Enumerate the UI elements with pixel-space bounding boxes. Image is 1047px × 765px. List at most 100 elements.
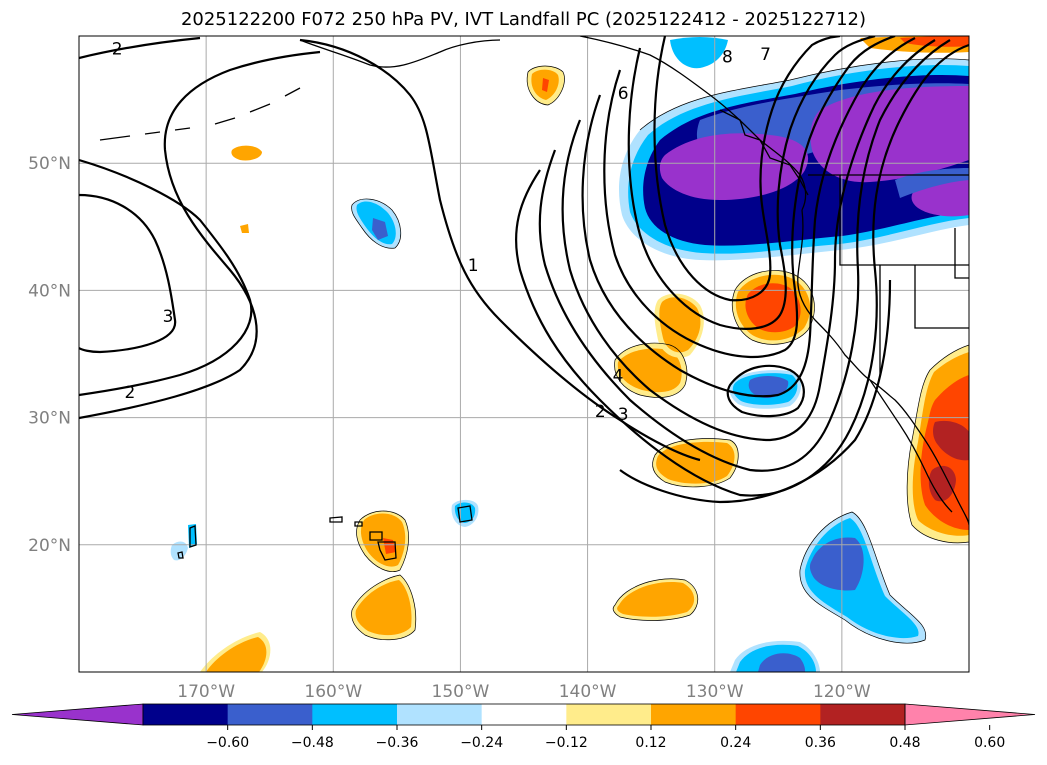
pv-contour-label: 6 bbox=[618, 84, 629, 104]
colorbar-segment bbox=[143, 704, 229, 725]
colorbar-segment bbox=[312, 704, 398, 725]
colorbar-tick-label: 0.24 bbox=[720, 735, 751, 751]
ivt-positive-small bbox=[240, 224, 249, 233]
colorbar-tick-label: 0.60 bbox=[974, 735, 1005, 751]
longitude-label: 150°W bbox=[432, 682, 490, 702]
ivt-negative-nw bbox=[659, 133, 809, 200]
ivt-outline bbox=[526, 65, 565, 106]
colorbar-segment bbox=[397, 704, 483, 725]
colorbar-tick-label: −0.48 bbox=[291, 735, 334, 751]
pv-contour-7 bbox=[627, 36, 876, 330]
ivt-negative-small bbox=[372, 218, 388, 240]
coastline-us-west bbox=[797, 209, 969, 526]
ivt-shading bbox=[170, 36, 969, 672]
colorbar-segment bbox=[481, 704, 567, 725]
colorbar-segment bbox=[566, 704, 652, 725]
colorbar-segment bbox=[820, 704, 906, 725]
coastline-hawaii bbox=[329, 516, 397, 561]
ivt-outline bbox=[614, 342, 688, 398]
coastline-baja bbox=[869, 379, 953, 513]
coastline-alaska bbox=[299, 36, 807, 211]
pv-contour-6 bbox=[603, 36, 896, 358]
pv-contour-8 bbox=[653, 36, 841, 302]
ivt-positive-offshore bbox=[617, 582, 695, 617]
coastline-island bbox=[177, 525, 197, 559]
pv-contour-label: 2 bbox=[595, 402, 606, 422]
latitude-labels: 50°N 40°N 30°N 20°N bbox=[28, 154, 71, 556]
longitude-label: 120°W bbox=[813, 682, 871, 702]
pv-contour-3-west bbox=[79, 193, 177, 354]
ivt-positive-mexico bbox=[928, 465, 956, 502]
colorbar-outline bbox=[142, 703, 906, 726]
coastline-bc bbox=[719, 109, 809, 196]
longitude-label: 160°W bbox=[304, 682, 362, 702]
latitude-label: 40°N bbox=[28, 281, 71, 301]
ivt-outline bbox=[612, 578, 698, 621]
pv-contour-2-mid bbox=[79, 50, 321, 420]
ivt-outline bbox=[351, 198, 401, 249]
colorbar-segment bbox=[651, 704, 737, 725]
ivt-negative-offshore bbox=[758, 653, 806, 672]
ivt-positive-hawaii bbox=[360, 513, 406, 567]
ivt-outline bbox=[356, 510, 409, 572]
ivt-outline bbox=[799, 511, 927, 644]
ivt-positive-offshore bbox=[659, 297, 701, 353]
pv-contour-label: 7 bbox=[760, 45, 771, 65]
ivt-outline bbox=[731, 270, 815, 345]
pv-contour-label: 8 bbox=[722, 47, 733, 67]
colorbar-tick-label: −0.60 bbox=[206, 735, 249, 751]
pv-contour-label: 4 bbox=[613, 367, 624, 387]
border-states bbox=[839, 175, 969, 375]
colorbar-segment bbox=[735, 704, 821, 725]
colorbar-tick-label: −0.36 bbox=[376, 735, 419, 751]
colorbar: −0.60 −0.48 −0.36 −0.24 −0.12 0.12 0.24 0.36 0.4… bbox=[11, 703, 1036, 751]
colorbar-tick-label: −0.12 bbox=[545, 735, 588, 751]
coastline-aleutians bbox=[99, 87, 301, 141]
longitude-labels: 170°W 160°W 150°W 140°W 130°W 120°W bbox=[177, 682, 871, 702]
ivt-negative-offshore bbox=[809, 537, 864, 591]
pv-contour-label: 2 bbox=[124, 383, 135, 403]
colorbar-tick-label: 0.12 bbox=[635, 735, 666, 751]
pv-contour-5 bbox=[581, 37, 916, 398]
ivt-thin-outlines bbox=[351, 58, 969, 644]
pv-contour-low bbox=[726, 364, 805, 418]
map-title: 2025122200 F072 250 hPa PV, IVT Landfall… bbox=[180, 9, 867, 30]
ivt-positive-small bbox=[231, 145, 262, 161]
pv-contour-trough-tip bbox=[619, 279, 892, 504]
longitude-label: 130°W bbox=[686, 682, 744, 702]
pv-contour-4 bbox=[561, 39, 936, 442]
longitude-label: 170°W bbox=[177, 682, 235, 702]
latitude-label: 30°N bbox=[28, 409, 71, 429]
ivt-negative-alaska bbox=[670, 37, 728, 69]
pv-contour-label: 1 bbox=[468, 256, 479, 276]
pv-contour-2-north bbox=[79, 36, 201, 60]
longitude-label: 140°W bbox=[559, 682, 617, 702]
pv-contour-label: 3 bbox=[618, 405, 629, 425]
coastlines bbox=[99, 36, 969, 561]
coastline-island bbox=[457, 505, 473, 523]
colorbar-extend-low bbox=[11, 703, 144, 726]
colorbar-segment bbox=[227, 704, 313, 725]
ivt-outline bbox=[639, 58, 969, 131]
colorbar-extend-high bbox=[904, 703, 1036, 726]
ivt-outline bbox=[351, 574, 417, 641]
ivt-negative-offshore bbox=[748, 375, 789, 398]
pv-contour-label: 3 bbox=[163, 307, 174, 327]
ivt-positive-small bbox=[542, 78, 549, 92]
ivt-outline bbox=[906, 344, 969, 544]
colorbar-tick-label: −0.24 bbox=[460, 735, 503, 751]
map-border bbox=[78, 35, 970, 673]
ivt-positive-hawaii bbox=[355, 580, 412, 636]
colorbar-tick-label: 0.48 bbox=[889, 735, 920, 751]
ivt-positive-offshore bbox=[206, 637, 267, 672]
colorbar-tick-label: 0.36 bbox=[805, 735, 836, 751]
pv-contours bbox=[79, 36, 969, 504]
latitude-label: 50°N bbox=[28, 154, 71, 174]
latitude-label: 20°N bbox=[28, 536, 71, 556]
pv-contour-3-trough bbox=[538, 39, 951, 472]
ivt-outline bbox=[652, 438, 739, 488]
ivt-negative-small bbox=[170, 541, 188, 561]
ivt-positive-mexico bbox=[933, 420, 969, 461]
pv-contour-label: 2 bbox=[112, 40, 123, 60]
